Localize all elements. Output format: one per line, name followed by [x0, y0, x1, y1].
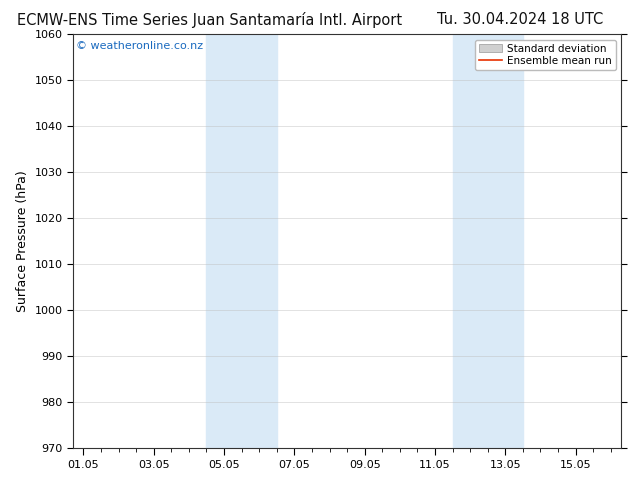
Bar	[453, 34, 523, 448]
Bar	[207, 34, 277, 448]
Y-axis label: Surface Pressure (hPa): Surface Pressure (hPa)	[16, 171, 29, 312]
Text: ECMW-ENS Time Series Juan Santamaría Intl. Airport: ECMW-ENS Time Series Juan Santamaría Int…	[16, 12, 402, 28]
Text: © weatheronline.co.nz: © weatheronline.co.nz	[75, 41, 203, 50]
Legend: Standard deviation, Ensemble mean run: Standard deviation, Ensemble mean run	[475, 40, 616, 70]
Text: Tu. 30.04.2024 18 UTC: Tu. 30.04.2024 18 UTC	[437, 12, 603, 27]
